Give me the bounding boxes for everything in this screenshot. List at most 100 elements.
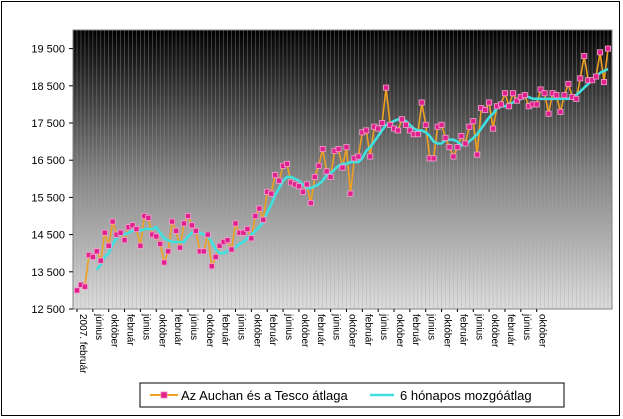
series-1-point	[383, 84, 390, 91]
series-1-point	[466, 123, 473, 130]
x-tick-label: október	[109, 314, 120, 348]
series-1-point	[418, 99, 425, 106]
series-1-point	[319, 146, 326, 153]
series-1-point	[252, 212, 259, 219]
x-tick-label: február	[362, 314, 373, 346]
series-1-point	[343, 144, 350, 151]
series-1-point	[462, 140, 469, 147]
x-tick-label: október	[537, 314, 548, 348]
series-1-point	[105, 242, 112, 249]
series-1-point	[450, 153, 457, 160]
series-1-point	[363, 127, 370, 134]
series-1-point	[137, 242, 144, 249]
x-tick-label: június	[521, 313, 532, 340]
series-1-point	[284, 160, 291, 167]
x-tick-label: október	[346, 314, 357, 348]
series-1-point	[355, 153, 362, 160]
series-1-point	[509, 90, 516, 97]
y-axis-ticks: 12 500 13 500 14 500 15 500 16 500 17 500 18 5…	[31, 44, 73, 316]
x-tick-label: október	[299, 314, 310, 348]
x-tick-label: június	[236, 313, 247, 340]
series-1-point	[442, 134, 449, 141]
series-1-point	[367, 153, 374, 160]
series-1-point	[161, 259, 168, 266]
y-tick-label: 17 500	[31, 118, 65, 130]
series-1-point	[165, 248, 172, 255]
x-tick-label: június	[283, 313, 294, 340]
series-1-point	[188, 222, 195, 229]
series-1-point	[513, 97, 520, 104]
legend-box	[139, 382, 565, 408]
series-1-point	[173, 227, 180, 234]
series-1-point	[256, 205, 263, 212]
series-1-point	[589, 77, 596, 84]
series-1-point	[327, 173, 334, 180]
series-1-point	[97, 257, 104, 264]
series-1-point	[505, 103, 512, 110]
series-1-point	[315, 162, 322, 169]
x-tick-label: június	[331, 313, 342, 340]
series-1-point	[545, 110, 552, 117]
series-layer	[74, 45, 612, 294]
series-1-point	[335, 146, 342, 153]
series-1-point	[561, 92, 568, 99]
series-1-point	[268, 190, 275, 197]
y-tick-label: 18 500	[31, 81, 65, 93]
series-1-point	[311, 173, 318, 180]
series-1-point	[406, 127, 413, 134]
series-1-point	[212, 253, 219, 260]
series-1-point	[597, 49, 604, 56]
series-1-point	[228, 246, 235, 253]
series-1-point	[81, 283, 88, 290]
series-1-point	[541, 90, 548, 97]
x-tick-label: június	[93, 313, 104, 340]
series-1-point	[299, 188, 306, 195]
series-1-point	[454, 144, 461, 151]
series-1-point	[438, 121, 445, 128]
series-1-point	[272, 172, 279, 179]
series-1-point	[74, 287, 81, 294]
series-1-point	[303, 181, 310, 188]
series-1-point	[307, 199, 314, 206]
series-1-point	[177, 244, 184, 251]
series-1-point	[240, 229, 247, 236]
series-1-point	[295, 183, 302, 190]
series-1-point	[557, 108, 564, 115]
x-tick-label: június	[473, 313, 484, 340]
legend: Az Auchan és a Tesco átlaga 6 hónapos mo…	[139, 382, 565, 408]
x-tick-label: október	[394, 314, 405, 348]
x-tick-label: október	[251, 314, 262, 348]
series-1-point	[323, 168, 330, 175]
x-tick-label: október	[489, 314, 500, 348]
series-1-point	[422, 121, 429, 128]
series-1-point	[402, 121, 409, 128]
series-1-point	[379, 120, 386, 127]
series-1-point	[121, 237, 128, 244]
series-1-point	[224, 237, 231, 244]
series-1-point	[192, 227, 199, 234]
x-tick-label: 2007. február	[77, 314, 88, 374]
x-tick-label: június	[140, 313, 151, 340]
series-1-point	[145, 214, 152, 221]
series-1-point	[169, 218, 176, 225]
x-tick-label: június	[378, 313, 389, 340]
x-tick-label: február	[457, 314, 468, 346]
series-1-point	[133, 226, 140, 233]
legend-series-1-marker	[160, 391, 168, 399]
y-tick-label: 14 500	[31, 230, 65, 242]
series-1-point	[446, 144, 453, 151]
x-tick-label: február	[315, 314, 326, 346]
x-tick-label: június	[188, 313, 199, 340]
series-1-point	[244, 226, 251, 233]
series-1-point	[470, 118, 477, 125]
series-1-point	[394, 127, 401, 134]
series-1-point	[605, 45, 612, 52]
series-1-point	[581, 53, 588, 60]
series-1-point	[537, 86, 544, 93]
series-1-point	[276, 177, 283, 184]
x-tick-label: február	[125, 314, 136, 346]
series-1-point	[573, 95, 580, 102]
series-1-point	[208, 263, 215, 270]
x-tick-label: február	[220, 314, 231, 346]
